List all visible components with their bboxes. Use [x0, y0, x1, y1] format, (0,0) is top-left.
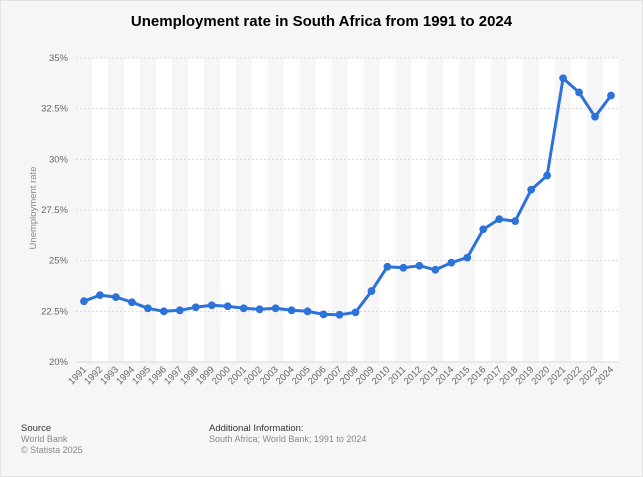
- data-point[interactable]: [255, 305, 264, 314]
- column-band: [171, 58, 188, 362]
- y-tick-label: 32.5%: [41, 104, 68, 115]
- column-band: [427, 58, 444, 362]
- data-point[interactable]: [495, 215, 504, 224]
- column-band: [187, 58, 204, 362]
- data-point[interactable]: [271, 304, 280, 313]
- column-band: [76, 58, 92, 362]
- data-point[interactable]: [112, 293, 120, 302]
- source-heading: Source: [21, 423, 52, 434]
- source-name: World Bank: [21, 434, 68, 444]
- data-point[interactable]: [543, 171, 552, 180]
- y-axis-label: Unemployment rate: [28, 167, 39, 250]
- column-band: [203, 58, 220, 362]
- additional-info-block: Additional Information: South Africa; Wo…: [209, 423, 366, 445]
- source-block: Source World Bank © Statista 2025: [21, 423, 83, 456]
- y-tick-label: 30%: [49, 154, 69, 165]
- data-point[interactable]: [96, 291, 104, 300]
- data-point[interactable]: [463, 253, 472, 262]
- column-band: [491, 58, 508, 362]
- data-point[interactable]: [447, 258, 456, 267]
- copyright: © Statista 2025: [21, 445, 83, 455]
- column-band: [395, 58, 412, 362]
- column-band: [123, 58, 140, 362]
- data-point[interactable]: [527, 185, 536, 194]
- data-point[interactable]: [367, 287, 376, 295]
- column-band: [219, 58, 236, 362]
- data-point[interactable]: [207, 301, 216, 310]
- y-tick-label: 27.5%: [41, 205, 68, 216]
- column-band: [299, 58, 316, 362]
- column-band: [587, 58, 604, 362]
- data-point[interactable]: [479, 225, 488, 234]
- x-tick-label: 2024: [593, 364, 616, 387]
- data-point[interactable]: [127, 298, 136, 307]
- column-band: [603, 58, 619, 362]
- column-band: [539, 58, 556, 362]
- column-band: [315, 58, 332, 362]
- data-point[interactable]: [319, 310, 328, 319]
- column-band: [235, 58, 252, 362]
- column-band: [507, 58, 524, 362]
- data-point[interactable]: [80, 297, 88, 306]
- data-point[interactable]: [175, 306, 184, 315]
- column-band: [555, 58, 572, 362]
- data-point[interactable]: [287, 306, 296, 315]
- column-band: [347, 58, 364, 362]
- series-line: [82, 76, 613, 317]
- column-band: [459, 58, 476, 362]
- column-band: [283, 58, 300, 362]
- column-band: [411, 58, 428, 362]
- column-band: [251, 58, 268, 362]
- data-point[interactable]: [335, 310, 344, 319]
- column-band: [155, 58, 172, 362]
- data-point[interactable]: [415, 261, 424, 270]
- y-tick-label: 22.5%: [41, 306, 68, 317]
- y-tick-label: 35%: [49, 53, 69, 64]
- column-band: [379, 58, 396, 362]
- data-point[interactable]: [575, 88, 583, 97]
- line-chart: 20%22.5%25%27.5%30%32.5%35% 199119921993…: [28, 53, 619, 387]
- info-text: South Africa; World Bank; 1991 to 2024: [209, 434, 367, 444]
- column-band: [523, 58, 540, 362]
- data-point[interactable]: [511, 217, 520, 226]
- y-tick-label: 25%: [49, 256, 69, 267]
- data-point[interactable]: [607, 91, 615, 100]
- column-band: [475, 58, 492, 362]
- column-band: [107, 58, 124, 362]
- data-point[interactable]: [159, 307, 168, 316]
- data-point[interactable]: [191, 303, 200, 312]
- column-band: [571, 58, 588, 362]
- info-heading: Additional Information:: [209, 423, 304, 434]
- data-point[interactable]: [399, 263, 408, 272]
- data-point[interactable]: [223, 302, 232, 311]
- y-tick-label: 20%: [49, 357, 69, 368]
- data-point[interactable]: [239, 304, 248, 313]
- column-band: [267, 58, 284, 362]
- column-band: [91, 58, 108, 362]
- data-point[interactable]: [383, 262, 392, 271]
- chart-title: Unemployment rate in South Africa from 1…: [130, 13, 513, 30]
- data-point[interactable]: [143, 304, 152, 313]
- data-point[interactable]: [303, 307, 312, 316]
- data-point[interactable]: [559, 74, 568, 83]
- column-band: [139, 58, 156, 362]
- column-band: [331, 58, 348, 362]
- data-point[interactable]: [351, 308, 360, 317]
- data-point[interactable]: [591, 112, 599, 121]
- column-band: [443, 58, 460, 362]
- data-point[interactable]: [431, 265, 440, 274]
